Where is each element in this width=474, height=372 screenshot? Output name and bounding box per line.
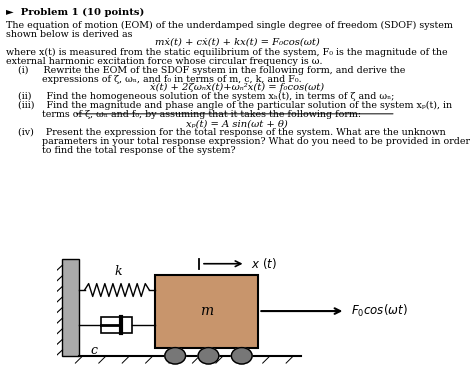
Text: c: c xyxy=(91,343,97,356)
Text: expressions of ζ, ωₙ, and f₀ in terms of m, c, k, and F₀.: expressions of ζ, ωₙ, and f₀ in terms of… xyxy=(6,75,301,84)
Text: mẋ(t) + cẋ(t) + kx(t) = F₀cos(ωt): mẋ(t) + cẋ(t) + kx(t) = F₀cos(ωt) xyxy=(155,38,319,47)
Text: ẋ(t) + 2ζωₙẋ(t)+ωₙ²x(t) = f₀cos(ωt): ẋ(t) + 2ζωₙẋ(t)+ωₙ²x(t) = f₀cos(ωt) xyxy=(150,83,324,93)
Text: $F_0cos(\omega t)$: $F_0cos(\omega t)$ xyxy=(351,303,408,319)
Text: $x\ (t)$: $x\ (t)$ xyxy=(251,256,277,271)
Text: The equation of motion (EOM) of the underdamped single degree of freedom (SDOF) : The equation of motion (EOM) of the unde… xyxy=(6,20,453,30)
Text: (iv)    Present the expression for the total response of the system. What are th: (iv) Present the expression for the tota… xyxy=(6,128,446,138)
Text: external harmonic excitation force whose circular frequency is ω.: external harmonic excitation force whose… xyxy=(6,57,322,66)
Text: shown below is derived as: shown below is derived as xyxy=(6,30,132,39)
Text: (iii)    Find the magnitude and phase angle of the particular solution of the sy: (iii) Find the magnitude and phase angle… xyxy=(6,101,452,110)
Text: k: k xyxy=(114,265,122,278)
Text: m: m xyxy=(200,304,213,318)
Text: (ii)     Find the homogeneous solution of the system xₕ(t), in terms of ζ and ωₙ: (ii) Find the homogeneous solution of th… xyxy=(6,92,394,102)
Bar xyxy=(63,259,79,356)
Circle shape xyxy=(231,347,252,364)
Text: (i)     Rewrite the EOM of the SDOF system in the following form, and derive the: (i) Rewrite the EOM of the SDOF system i… xyxy=(6,66,405,76)
Text: xₚ(t) = A sin(ωt + θ): xₚ(t) = A sin(ωt + θ) xyxy=(186,119,288,128)
Text: ►  Problem 1 (10 points): ► Problem 1 (10 points) xyxy=(6,8,144,17)
Bar xyxy=(155,275,258,347)
Circle shape xyxy=(165,347,185,364)
Circle shape xyxy=(198,347,219,364)
Text: to find the total response of the system?: to find the total response of the system… xyxy=(6,146,235,155)
Text: parameters in your total response expression? What do you need to be provided in: parameters in your total response expres… xyxy=(6,137,470,146)
Text: where x(t) is measured from the static equilibrium of the system, F₀ is the magn: where x(t) is measured from the static e… xyxy=(6,48,447,57)
Text: terms of ζ, ωₙ and f₀, by assuming that it takes the following form:: terms of ζ, ωₙ and f₀, by assuming that … xyxy=(6,110,361,119)
Bar xyxy=(101,317,133,333)
